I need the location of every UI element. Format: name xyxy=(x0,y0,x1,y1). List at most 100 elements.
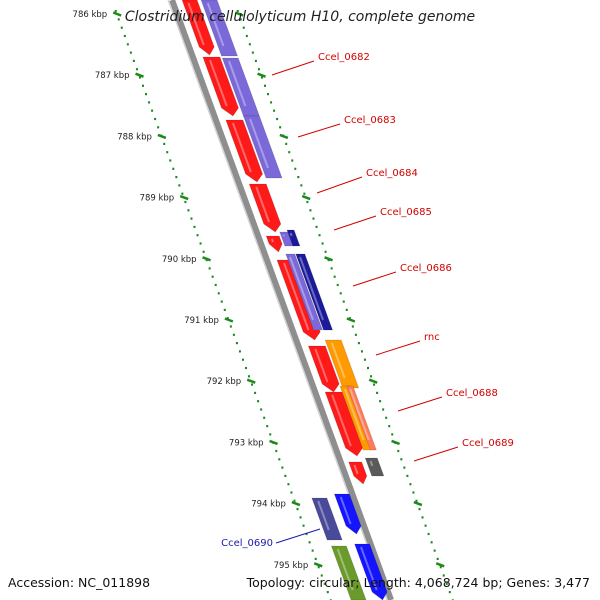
ruler-major-tick xyxy=(301,194,311,201)
ruler-dot xyxy=(235,342,238,345)
gene-ccel-0689-cds-highlight xyxy=(331,394,352,447)
ruler-major-tick xyxy=(346,317,356,323)
ruler-major-tick xyxy=(234,11,244,17)
ruler-major-tick xyxy=(257,72,266,78)
ruler-dot xyxy=(254,59,257,62)
ruler-dot xyxy=(244,366,247,370)
ruler-major-tick xyxy=(435,562,445,568)
ruler-dot xyxy=(163,142,166,145)
ruler-tick-label: 788 kbp xyxy=(117,132,152,142)
ruler-major-tick xyxy=(368,378,378,384)
ruler-dot xyxy=(391,433,394,436)
ruler-dot xyxy=(348,317,351,320)
ruler-dot xyxy=(303,192,306,195)
gene-ccel-0685-feature-b xyxy=(286,229,301,247)
ruler-dot xyxy=(132,59,135,62)
ruler-dot xyxy=(314,557,317,560)
gene-lower-cds-highlight xyxy=(360,546,378,591)
ruler-dot xyxy=(403,466,406,469)
ruler-dot xyxy=(311,549,314,552)
gene-ccel-0690-cds-b xyxy=(333,493,362,535)
ruler-dot xyxy=(257,400,260,403)
label-leader-line xyxy=(275,528,321,544)
ruler-tick-label: 786 kbp xyxy=(73,10,108,20)
kbp-ruler: 786 kbp 787 kbp 788 kbp 789 kbp 790 kbp 791 k… xyxy=(73,10,454,600)
ruler-dot xyxy=(430,541,433,544)
ruler-tick-label: 787 kbp xyxy=(95,71,130,81)
ruler-dot xyxy=(379,400,382,403)
ruler-dot xyxy=(229,325,232,328)
ruler-dot xyxy=(239,18,242,21)
gene-rnc-feature xyxy=(324,339,360,389)
gene-ccel-0682-cds xyxy=(181,0,215,56)
ruler-major-tick xyxy=(246,378,256,384)
gene-ccel-0682-cds-highlight xyxy=(187,2,205,46)
label-leader-line xyxy=(413,446,459,462)
ruler-dot xyxy=(308,541,311,544)
gene-label-ccel-0689: Ccel_0689 xyxy=(462,438,514,449)
ruler-dot xyxy=(135,68,138,71)
label-leader-line xyxy=(297,123,341,138)
ruler-dot xyxy=(318,234,321,237)
ruler-dot xyxy=(199,242,202,245)
label-leader-line xyxy=(352,271,397,287)
ruler-dot xyxy=(427,532,430,536)
ruler-dot xyxy=(342,300,345,303)
ruler-dot xyxy=(126,43,129,46)
ruler-dot xyxy=(260,76,263,79)
ruler-dot xyxy=(226,317,229,320)
ruler-dot xyxy=(260,408,263,411)
ruler-dot xyxy=(190,217,193,220)
gene-ccel-0690-feature-highlight xyxy=(317,500,330,531)
ruler-dot xyxy=(196,234,199,237)
ruler-dot xyxy=(117,18,120,21)
ruler-dot xyxy=(370,375,373,378)
ruler-dot xyxy=(248,375,251,378)
ruler-major-tick xyxy=(135,72,144,78)
gene-ccel-0686-feature-highlight xyxy=(289,256,314,321)
ruler-dot xyxy=(281,466,284,469)
label-leader-line xyxy=(375,340,421,356)
ruler-major-tick xyxy=(291,500,301,507)
ruler-dot xyxy=(242,26,245,29)
backbone-line xyxy=(169,0,394,600)
ruler-dot xyxy=(345,308,348,311)
ruler-dot xyxy=(114,10,117,13)
ruler-dot xyxy=(421,516,424,519)
ruler-dot xyxy=(415,499,418,502)
gene-label-ccel-0684: Ccel_0684 xyxy=(366,168,418,179)
ruler-dot xyxy=(442,574,445,577)
ruler-dot xyxy=(336,283,339,287)
label-leader-line xyxy=(333,215,377,231)
gene-ccel-0682-feature-highlight xyxy=(206,2,225,47)
ruler-dot xyxy=(129,51,132,54)
ruler-dot xyxy=(193,225,196,228)
ruler-dot xyxy=(251,383,254,386)
gene-lower-cds xyxy=(354,543,388,600)
gene-ccel-0683-feature-highlight xyxy=(228,60,247,107)
ruler-dot xyxy=(257,68,260,71)
ruler-tick-label: 794 kbp xyxy=(251,500,286,510)
ruler-dot xyxy=(267,93,270,96)
ruler-dot xyxy=(187,209,190,212)
genome-backbone xyxy=(167,0,394,600)
ruler-tick-label: 789 kbp xyxy=(140,194,175,204)
ruler-dot xyxy=(217,292,220,295)
ruler-dot xyxy=(120,26,123,29)
ruler-dot xyxy=(354,333,357,336)
gene-ccel-0688-cds-highlight xyxy=(314,348,329,383)
ruler-dot xyxy=(279,126,282,129)
ruler-dot xyxy=(254,391,257,394)
gene-lower-feature xyxy=(330,545,367,600)
ruler-dot xyxy=(302,524,305,527)
ruler-dot xyxy=(123,34,126,38)
ruler-dot xyxy=(315,225,318,228)
ruler-dot xyxy=(236,10,239,13)
ruler-tick-label: 795 kbp xyxy=(274,561,309,571)
ruler-dot xyxy=(306,200,309,204)
ruler-dot xyxy=(151,109,154,112)
ruler-dot xyxy=(436,557,439,560)
ruler-dot xyxy=(324,250,327,253)
gene-ccel-0686-cds-highlight xyxy=(270,238,274,243)
label-leader-line xyxy=(397,396,443,412)
